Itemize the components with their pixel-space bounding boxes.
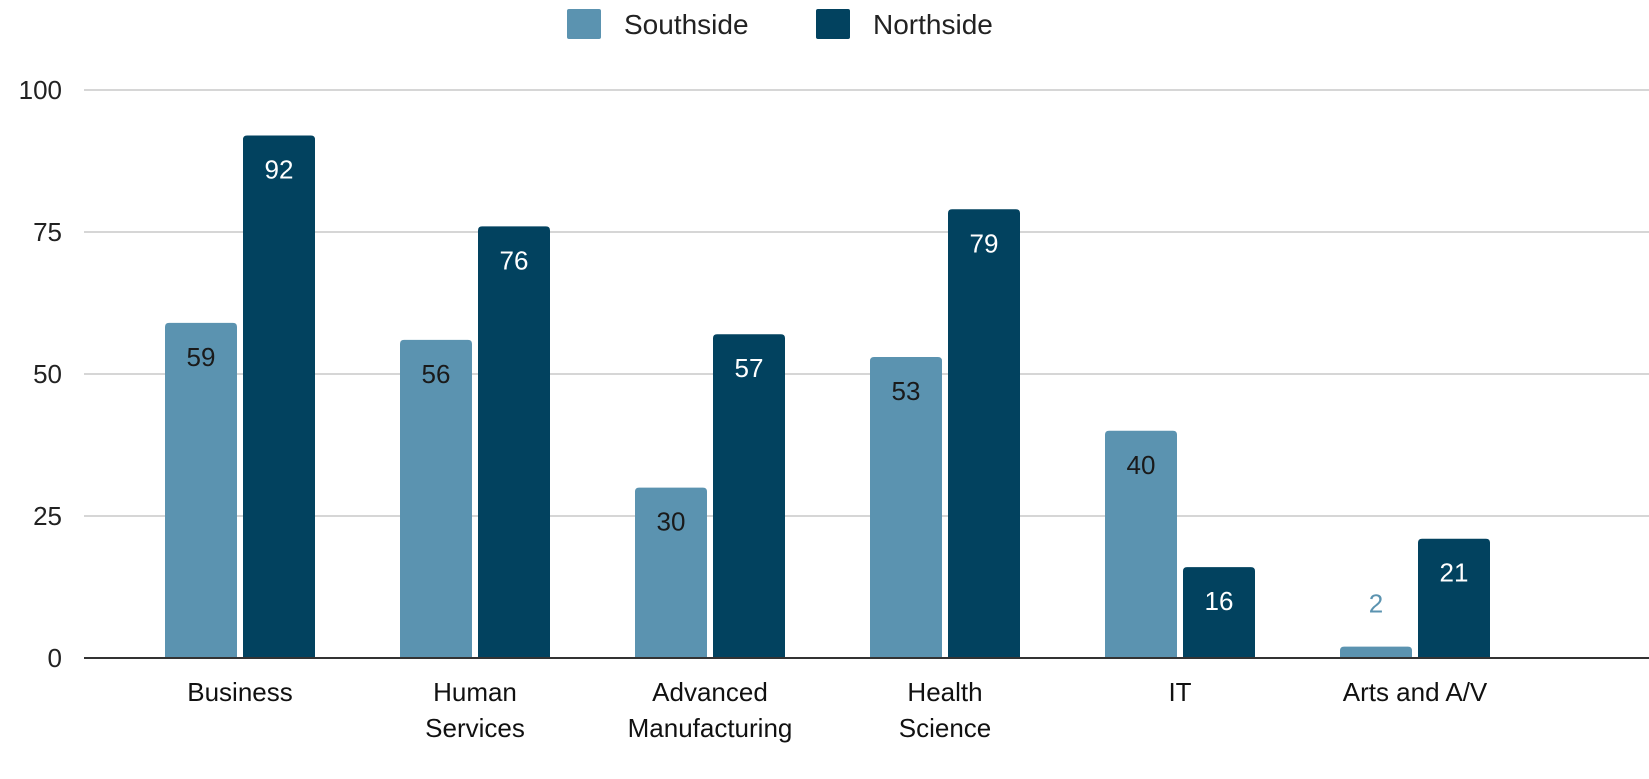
x-category-label: Arts and A/V bbox=[1343, 677, 1488, 707]
legend: Southside Northside bbox=[567, 9, 993, 40]
bar-southside bbox=[1340, 646, 1412, 658]
bar-southside bbox=[870, 356, 942, 658]
x-category-label: Business bbox=[187, 677, 293, 707]
data-label: 56 bbox=[422, 359, 451, 389]
data-label: 40 bbox=[1127, 450, 1156, 480]
legend-label-southside: Southside bbox=[624, 9, 749, 40]
y-tick-label: 25 bbox=[33, 501, 62, 531]
data-labels: 59 92 56 76 30 57 53 79 40 16 2 21 bbox=[187, 154, 1469, 618]
x-category-label: Science bbox=[899, 713, 992, 743]
bar-northside bbox=[243, 135, 315, 658]
data-label: 59 bbox=[187, 342, 216, 372]
x-category-label: Manufacturing bbox=[628, 713, 793, 743]
data-label: 2 bbox=[1369, 589, 1383, 619]
y-tick-label: 75 bbox=[33, 217, 62, 247]
y-tick-label: 50 bbox=[33, 359, 62, 389]
data-label: 53 bbox=[892, 376, 921, 406]
bar-southside bbox=[635, 487, 707, 658]
legend-label-northside: Northside bbox=[873, 9, 993, 40]
x-axis-categories: Business Human Services Advanced Manufacturi… bbox=[187, 677, 1488, 743]
data-label: 21 bbox=[1440, 558, 1469, 588]
x-category-label: Services bbox=[425, 713, 525, 743]
y-tick-label: 0 bbox=[48, 643, 62, 673]
gridlines bbox=[84, 89, 1649, 517]
bar-southside bbox=[400, 339, 472, 658]
bar-northside bbox=[1418, 538, 1490, 658]
x-category-label: Human bbox=[433, 677, 517, 707]
bar-northside bbox=[1183, 567, 1255, 658]
bar-northside bbox=[713, 334, 785, 658]
x-category-label: IT bbox=[1168, 677, 1191, 707]
data-label: 92 bbox=[265, 154, 294, 184]
legend-swatch-southside bbox=[567, 9, 601, 39]
data-label: 76 bbox=[500, 245, 529, 275]
data-label: 16 bbox=[1205, 586, 1234, 616]
data-label: 79 bbox=[970, 228, 999, 258]
data-label: 57 bbox=[735, 353, 764, 383]
y-axis-ticks: 0 25 50 75 100 bbox=[19, 75, 62, 673]
x-category-label: Advanced bbox=[652, 677, 768, 707]
bar-southside bbox=[1105, 430, 1177, 658]
data-label: 30 bbox=[657, 507, 686, 537]
bar-northside bbox=[478, 226, 550, 658]
x-category-label: Health bbox=[907, 677, 982, 707]
bar-southside bbox=[165, 322, 237, 658]
bar-northside bbox=[948, 209, 1020, 658]
bars bbox=[165, 135, 1490, 658]
legend-swatch-northside bbox=[816, 9, 850, 39]
y-tick-label: 100 bbox=[19, 75, 62, 105]
